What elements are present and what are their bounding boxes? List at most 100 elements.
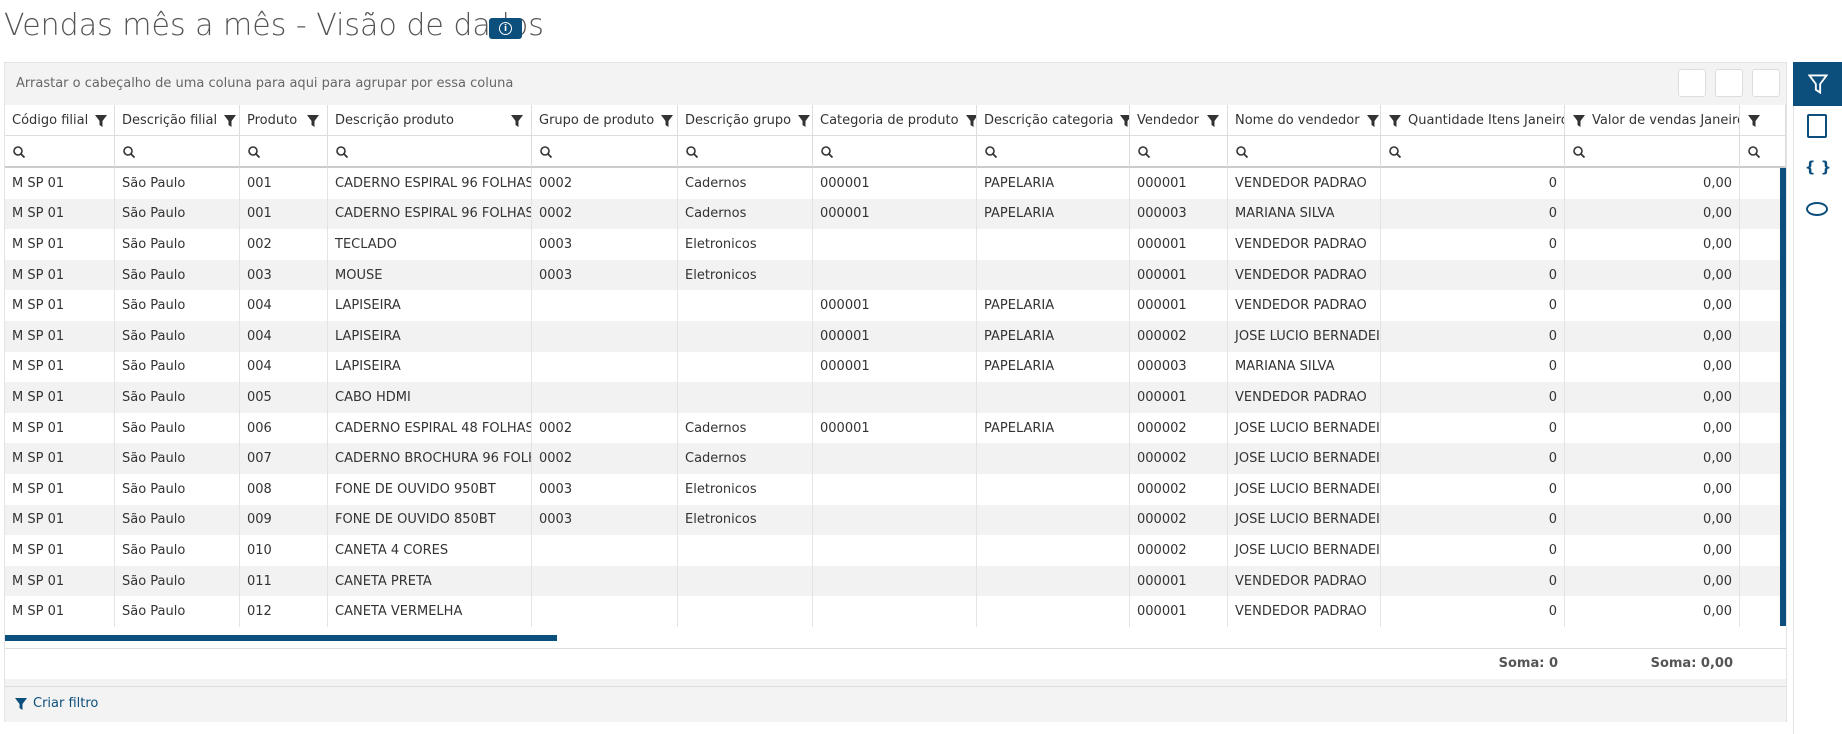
column-header-label: Vendedor [1137, 113, 1199, 128]
table-cell: 011 [240, 565, 328, 597]
summary-cell: Soma: 0,00 [1650, 656, 1733, 671]
column-search[interactable] [1740, 136, 1786, 167]
table-cell: 000001 [813, 198, 977, 230]
column-header[interactable]: Código filial [5, 105, 115, 136]
table-cell: M SP 01 [5, 596, 115, 627]
side-view-button[interactable] [1806, 202, 1828, 216]
table-cell: São Paulo [115, 351, 240, 383]
table-cell [813, 382, 977, 413]
column-header[interactable]: Quantidade Itens Janeiro [1381, 105, 1565, 136]
table-cell: Eletronicos [678, 259, 813, 291]
table-cell: 0003 [532, 229, 678, 260]
column-header-label: Grupo de produto [539, 113, 655, 128]
column-search[interactable] [1381, 136, 1565, 167]
table-cell [532, 351, 678, 383]
info-button[interactable]: i [489, 18, 522, 39]
table-cell [678, 290, 813, 321]
table-cell: CADERNO BROCHURA 96 FOLHAS [328, 443, 532, 474]
toolbar-button[interactable] [1715, 69, 1743, 97]
column-header[interactable] [1740, 105, 1786, 136]
column-header-label: Descrição filial [122, 113, 218, 128]
table-cell [977, 443, 1130, 474]
table-cell [977, 504, 1130, 536]
table-cell: São Paulo [115, 229, 240, 260]
column-search[interactable] [532, 136, 678, 167]
column-header-label: Valor de vendas Janeiro [1592, 113, 1740, 128]
column-header[interactable]: Nome do vendedor [1228, 105, 1381, 136]
table-cell [977, 229, 1130, 260]
filter-icon [1366, 114, 1379, 127]
column-header[interactable]: Descrição grupo [678, 105, 813, 136]
table-cell: PAPELARIA [977, 168, 1130, 199]
column-header[interactable]: Categoria de produto [813, 105, 977, 136]
table-row [5, 198, 1780, 230]
table-cell [678, 351, 813, 383]
table-cell: 0002 [532, 443, 678, 474]
table-cell [977, 596, 1130, 627]
table-cell: VENDEDOR PADRAO [1228, 168, 1381, 199]
table-cell: JOSE LUCIO BERNADEI [1228, 535, 1381, 566]
column-search[interactable] [977, 136, 1130, 167]
table-cell: 006 [240, 412, 328, 444]
table-row [5, 474, 1780, 505]
table-cell: JOSE LUCIO BERNADEI [1228, 321, 1381, 352]
column-search[interactable] [678, 136, 813, 167]
table-cell: FONE DE OUVIDO 850BT [328, 504, 532, 536]
column-search[interactable] [5, 136, 115, 167]
table-cell: 0002 [532, 198, 678, 230]
column-search[interactable] [1130, 136, 1228, 167]
create-filter[interactable]: Criar filtro [14, 696, 98, 711]
table-cell: CANETA VERMELHA [328, 596, 532, 627]
column-header[interactable]: Grupo de produto [532, 105, 678, 136]
column-header[interactable]: Descrição produto [328, 105, 532, 136]
column-search[interactable] [1565, 136, 1740, 167]
h-scrollbar[interactable] [5, 635, 557, 641]
v-scrollbar[interactable] [1780, 168, 1786, 626]
column-search[interactable] [813, 136, 977, 167]
column-search[interactable] [240, 136, 328, 167]
toolbar-button[interactable] [1752, 69, 1780, 97]
table-cell: 000001 [813, 321, 977, 352]
table-row [5, 290, 1780, 321]
table-cell: 0 [1381, 351, 1565, 383]
column-header[interactable]: Vendedor [1130, 105, 1228, 136]
table-cell: 0003 [532, 474, 678, 505]
table-cell: São Paulo [115, 504, 240, 536]
toolbar-button[interactable] [1678, 69, 1706, 97]
table-cell: 000002 [1130, 474, 1228, 505]
table-cell: São Paulo [115, 321, 240, 352]
side-code-button[interactable]: { } [1804, 158, 1832, 176]
column-header[interactable]: Descrição filial [115, 105, 240, 136]
table-cell: VENDEDOR PADRAO [1228, 290, 1381, 321]
table-cell: Cadernos [678, 443, 813, 474]
search-icon [985, 145, 998, 158]
summary-row [5, 648, 1786, 679]
column-search[interactable] [115, 136, 240, 167]
table-cell: M SP 01 [5, 168, 115, 199]
column-search[interactable] [328, 136, 532, 167]
column-header[interactable]: Valor de vendas Janeiro [1565, 105, 1740, 136]
table-cell [678, 535, 813, 566]
search-icon [686, 145, 699, 158]
filter-icon [15, 697, 27, 710]
summary-cell: Soma: 0 [1498, 656, 1558, 671]
table-cell: LAPISEIRA [328, 321, 532, 352]
table-cell: 000001 [1130, 229, 1228, 260]
side-filter-button[interactable] [1793, 62, 1842, 106]
table-row [5, 168, 1780, 199]
table-cell: 0,00 [1565, 474, 1740, 505]
table-cell [813, 259, 977, 291]
table-cell: MOUSE [328, 259, 532, 291]
table-cell: M SP 01 [5, 198, 115, 230]
side-clipboard-button[interactable] [1807, 114, 1827, 138]
filter-icon [1807, 74, 1828, 94]
table-cell: 000001 [813, 412, 977, 444]
table-cell: 000001 [813, 351, 977, 383]
column-search[interactable] [1228, 136, 1381, 167]
table-cell: JOSE LUCIO BERNADEI [1228, 412, 1381, 444]
column-header[interactable]: Descrição categoria [977, 105, 1130, 136]
table-cell: M SP 01 [5, 321, 115, 352]
table-cell: VENDEDOR PADRAO [1228, 596, 1381, 627]
column-header[interactable]: Produto [240, 105, 328, 136]
table-cell: CADERNO ESPIRAL 96 FOLHAS [328, 198, 532, 230]
